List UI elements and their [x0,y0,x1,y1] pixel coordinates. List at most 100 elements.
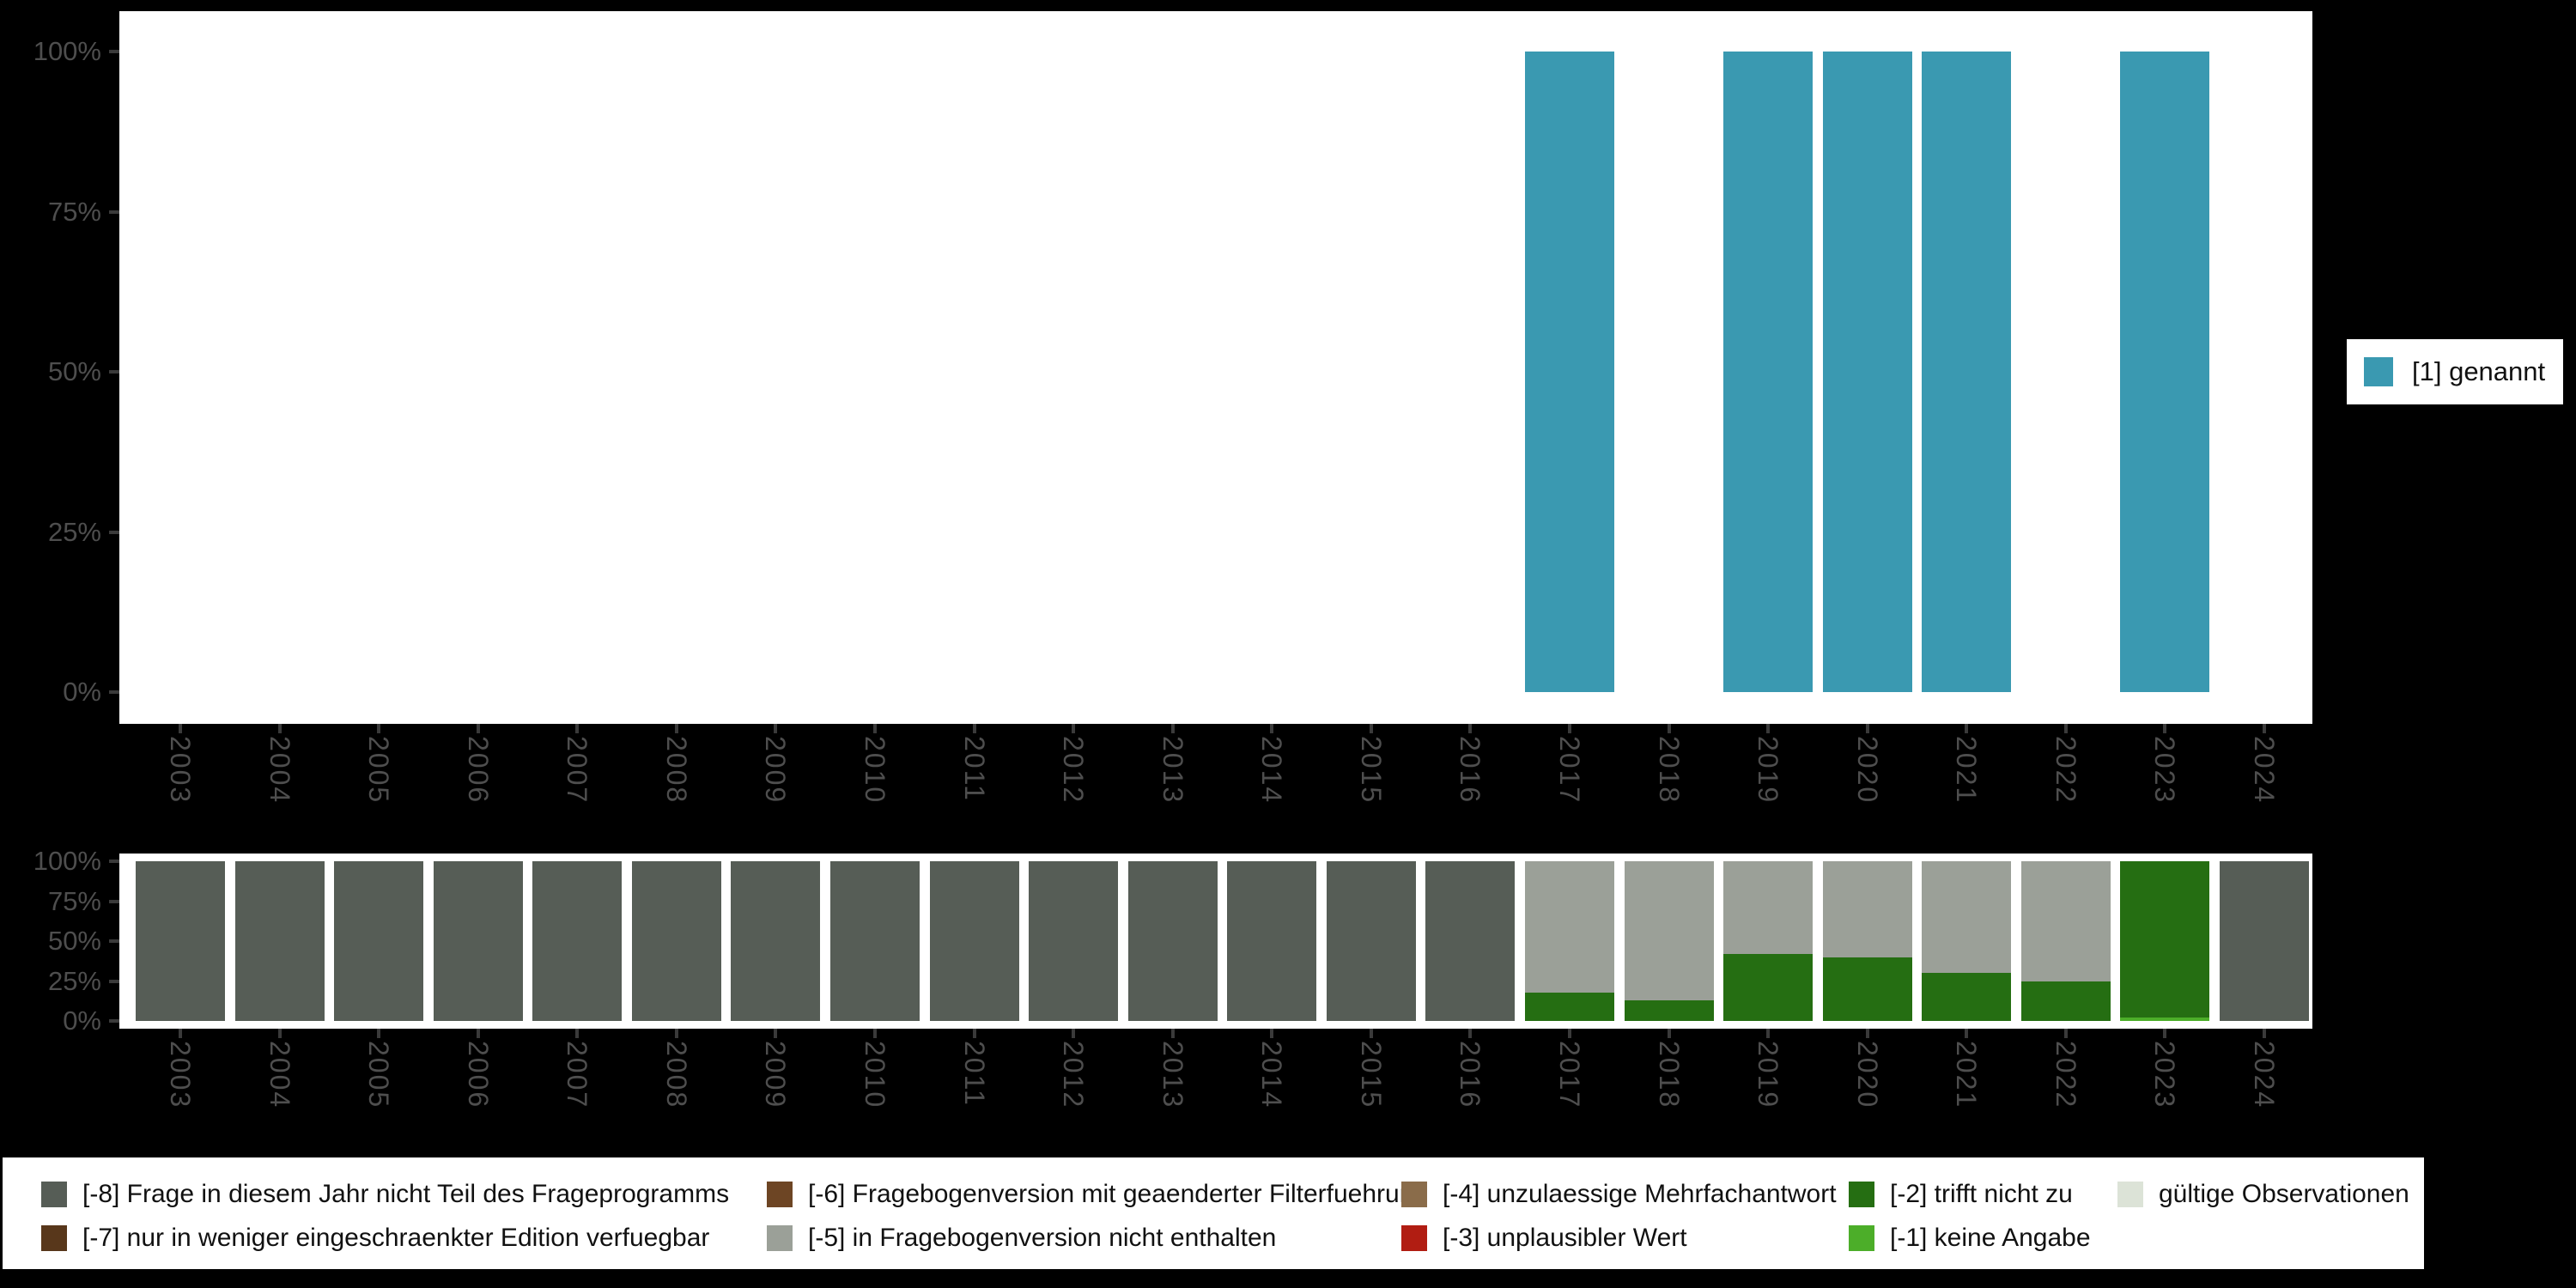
top-xtick-2007 [575,724,580,733]
bottom-seg-2003-code-8 [136,861,225,1021]
top-xtick-2015 [1369,724,1373,733]
bottom-seg-2008-code-8 [631,861,721,1021]
top-xtick-2010 [872,724,877,733]
bottom-xlabel-2010: 2010 [859,1041,890,1109]
bottom-xtick-2005 [377,1029,381,1038]
bottom-seg-2021-code-5 [1922,861,2012,974]
bottom-xtick-2019 [1766,1029,1771,1038]
missing-codes-legend: [-8] Frage in diesem Jahr nicht Teil des… [3,1157,2424,1269]
bottom-xtick-2020 [1865,1029,1869,1038]
legend-swatch--7-icon [41,1224,67,1251]
top-xtick-2003 [179,724,182,733]
bottom-seg-2005-code-8 [334,861,424,1021]
bottom-xtick-2023 [2163,1029,2167,1038]
top-xtick-2017 [1567,724,1571,733]
bottom-seg-2024-code-8 [2219,861,2309,1021]
top-xlabel-2015: 2015 [1355,736,1387,805]
top-xlabel-2024: 2024 [2248,736,2280,805]
top-bar-2023 [2120,52,2210,692]
legend-swatch--4-icon [1401,1181,1427,1207]
legend-label--7: [-7] nur in weniger eingeschraenkter Edi… [82,1223,710,1252]
bottom-xtick-2004 [277,1029,282,1038]
bottom-seg-2011-code-8 [929,861,1019,1021]
bottom-xlabel-2006: 2006 [462,1041,494,1109]
bottom-xlabel-2011: 2011 [958,1041,990,1107]
bottom-seg-2018-code-2 [1624,999,1714,1021]
top-xtick-2018 [1667,724,1671,733]
bottom-xlabel-2022: 2022 [2050,1041,2081,1109]
legend-item--7: [-7] nur in weniger eingeschraenkter Edi… [41,1219,729,1256]
legend-item--5: [-5] in Fragebogenversion nicht enthalte… [767,1219,1428,1256]
top-xlabel-2008: 2008 [660,736,692,805]
legend-label--3: [-3] unplausibler Wert [1443,1223,1687,1252]
legend-swatch--6-icon [767,1181,793,1207]
bottom-xtick-2022 [2063,1029,2068,1038]
bottom-xtick-2016 [1468,1029,1473,1038]
bottom-xtick-2009 [774,1029,778,1038]
bottom-seg-2015-code-8 [1326,861,1416,1021]
top-ytick-25 [109,530,119,534]
bottom-xtick-2007 [575,1029,580,1038]
legend-label-valid: gültige Observationen [2159,1179,2409,1208]
bottom-xtick-2003 [179,1029,182,1038]
legend-column-2: [-6] Fragebogenversion mit geaenderter F… [767,1157,1428,1269]
bottom-xtick-2024 [2262,1029,2266,1038]
top-xtick-2024 [2262,724,2266,733]
bottom-xlabel-2024: 2024 [2248,1041,2280,1109]
bottom-seg-2010-code-8 [829,861,920,1021]
bottom-ylabel-50: 50% [47,926,101,956]
bottom-xlabel-2013: 2013 [1157,1041,1188,1109]
top-xlabel-2019: 2019 [1753,736,1784,805]
bottom-xtick-2010 [872,1029,877,1038]
bottom-xlabel-2018: 2018 [1653,1041,1685,1109]
top-xtick-2009 [774,724,778,733]
bottom-xtick-2008 [674,1029,678,1038]
legend-column-5: gültige Observationen [2117,1157,2409,1269]
top-xtick-2014 [1270,724,1274,733]
bottom-xlabel-2023: 2023 [2149,1041,2181,1109]
legend-column-4: [-2] trifft nicht zu [-1] keine Angabe [1849,1157,2091,1269]
top-bar-2021 [1922,52,2012,692]
top-xtick-2012 [1072,724,1076,733]
top-xlabel-2020: 2020 [1851,736,1883,805]
legend-swatch--1-icon [1849,1224,1874,1251]
bottom-xtick-2013 [1170,1029,1175,1038]
bottom-ylabel-100: 100% [33,846,101,876]
legend-label--8: [-8] Frage in diesem Jahr nicht Teil des… [82,1179,730,1208]
top-xlabel-2004: 2004 [264,736,295,805]
legend-label-genannt: [1] genannt [2412,356,2546,386]
top-ylabel-25: 25% [47,516,101,547]
top-xtick-2020 [1865,724,1869,733]
bottom-seg-2016-code-8 [1425,861,1516,1021]
top-xtick-2011 [972,724,976,733]
bottom-seg-2023-code-2 [2120,861,2210,1018]
bottom-xlabel-2019: 2019 [1753,1041,1784,1109]
top-xlabel-2009: 2009 [760,736,792,805]
bottom-seg-2020-code-2 [1822,957,1912,1021]
legend-column-1: [-8] Frage in diesem Jahr nicht Teil des… [41,1157,729,1269]
bottom-xlabel-2005: 2005 [363,1041,395,1109]
bottom-seg-2017-code-5 [1524,861,1614,993]
top-ytick-75 [109,210,119,214]
bottom-seg-2004-code-8 [234,861,325,1021]
bottom-xtick-2021 [1965,1029,1969,1038]
top-ylabel-100: 100% [33,36,101,66]
bottom-ytick-50 [109,939,119,943]
bottom-seg-2022-code-5 [2020,861,2111,981]
bottom-xlabel-2004: 2004 [264,1041,295,1109]
bottom-xtick-2017 [1567,1029,1571,1038]
top-xlabel-2003: 2003 [165,736,196,805]
bottom-seg-2020-code-5 [1822,861,1912,957]
legend-label--4: [-4] unzulaessige Mehrfachantwort [1443,1179,1837,1208]
top-xlabel-2018: 2018 [1653,736,1685,805]
top-xlabel-2013: 2013 [1157,736,1188,805]
bottom-seg-2014-code-8 [1227,861,1317,1021]
top-ytick-0 [109,690,119,694]
bottom-seg-2017-code-2 [1524,992,1614,1021]
bottom-ylabel-75: 75% [47,885,101,916]
bottom-xtick-2014 [1270,1029,1274,1038]
top-xlabel-2017: 2017 [1553,736,1585,805]
top-xtick-2016 [1468,724,1473,733]
top-xtick-2004 [277,724,282,733]
top-xlabel-2012: 2012 [1058,736,1090,805]
